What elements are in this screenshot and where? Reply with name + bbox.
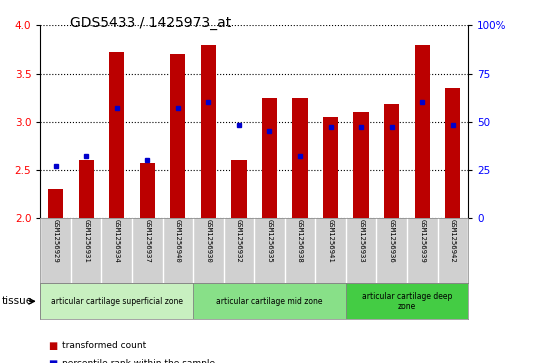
Bar (109, 52, 124, 218)
Text: GSM1256932: GSM1256932 (236, 219, 242, 263)
Bar (231, 160, 246, 218)
Text: GSM1256935: GSM1256935 (266, 219, 272, 263)
Bar (384, 104, 399, 218)
Bar (40, 283, 193, 319)
Text: GSM1256930: GSM1256930 (206, 219, 211, 263)
Text: GSM1256934: GSM1256934 (114, 219, 120, 263)
Text: articular cartilage deep
zone: articular cartilage deep zone (362, 291, 452, 311)
Bar (193, 283, 346, 319)
Bar (170, 54, 186, 218)
Text: GSM1256942: GSM1256942 (450, 219, 456, 263)
Text: ■: ■ (48, 359, 58, 363)
Bar (140, 163, 155, 218)
Text: GSM1256936: GSM1256936 (388, 219, 395, 263)
Bar (48, 189, 63, 218)
Text: GSM1256929: GSM1256929 (53, 219, 59, 263)
Bar (262, 98, 277, 218)
Text: GSM1256938: GSM1256938 (297, 219, 303, 263)
Text: articular cartilage mid zone: articular cartilage mid zone (216, 297, 323, 306)
Bar (323, 117, 338, 218)
Text: GSM1256937: GSM1256937 (144, 219, 150, 263)
Bar (353, 112, 369, 218)
Text: percentile rank within the sample: percentile rank within the sample (62, 359, 215, 363)
Text: GSM1256940: GSM1256940 (175, 219, 181, 263)
Text: GDS5433 / 1425973_at: GDS5433 / 1425973_at (70, 16, 231, 30)
Text: GSM1256939: GSM1256939 (419, 219, 425, 263)
Text: ■: ■ (48, 340, 58, 351)
Bar (445, 88, 461, 218)
Text: articular cartilage superficial zone: articular cartilage superficial zone (51, 297, 183, 306)
Text: tissue: tissue (2, 296, 33, 306)
Text: GSM1256933: GSM1256933 (358, 219, 364, 263)
Text: GSM1256931: GSM1256931 (83, 219, 89, 263)
Bar (415, 45, 430, 218)
Bar (346, 283, 468, 319)
Text: GSM1256941: GSM1256941 (328, 219, 334, 263)
Bar (292, 98, 308, 218)
Bar (201, 45, 216, 218)
Bar (79, 160, 94, 218)
Text: transformed count: transformed count (62, 341, 146, 350)
